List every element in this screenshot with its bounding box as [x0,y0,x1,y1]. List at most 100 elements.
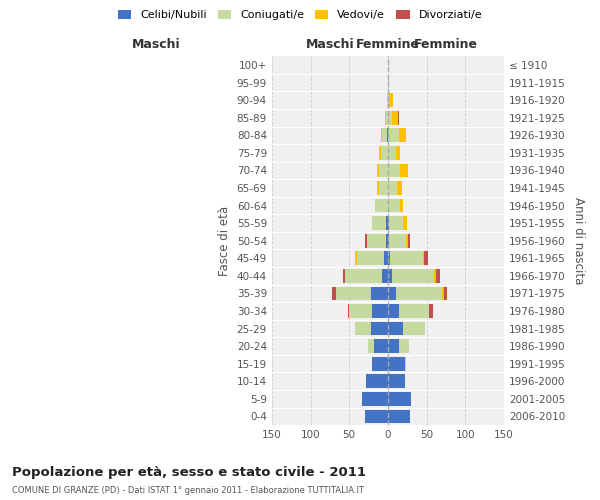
Bar [388,286,442,300]
Bar [388,234,389,247]
Bar [362,392,388,406]
Bar [362,392,388,406]
Bar [388,234,406,247]
Bar [382,269,388,282]
Bar [388,94,389,107]
Bar [365,410,388,423]
Bar [355,322,388,336]
Bar [376,198,388,212]
Bar [373,304,388,318]
Bar [332,286,388,300]
Bar [388,128,406,142]
Bar [388,339,400,353]
Bar [388,410,410,423]
Bar [388,304,400,318]
Bar [388,304,433,318]
Bar [362,392,388,406]
Text: Maschi: Maschi [305,38,354,51]
Bar [386,111,388,124]
Text: Femmine: Femmine [414,38,478,51]
Bar [388,286,446,300]
Bar [355,252,388,265]
Bar [388,252,428,265]
Bar [388,392,411,406]
Bar [388,322,425,336]
Bar [388,357,406,370]
Bar [368,339,388,353]
Bar [388,269,434,282]
Bar [388,146,395,160]
Bar [388,198,403,212]
Bar [388,252,422,265]
Bar [377,181,388,195]
Bar [388,269,392,282]
Bar [336,286,388,300]
Bar [377,164,388,177]
Bar [379,146,388,160]
Bar [388,322,425,336]
Bar [388,410,410,423]
Bar [365,410,388,423]
Bar [377,164,388,177]
Legend: Celibi/Nubili, Coniugati/e, Vedovi/e, Divorziati/e: Celibi/Nubili, Coniugati/e, Vedovi/e, Di… [113,6,487,25]
Bar [388,128,406,142]
Bar [388,76,389,90]
Bar [388,252,390,265]
Text: COMUNE DI GRANZE (PD) - Dati ISTAT 1° gennaio 2011 - Elaborazione TUTTITALIA.IT: COMUNE DI GRANZE (PD) - Dati ISTAT 1° ge… [12,486,364,495]
Bar [388,198,403,212]
Bar [388,216,389,230]
Bar [375,198,388,212]
Bar [368,339,388,353]
Bar [366,374,388,388]
Bar [373,216,388,230]
Bar [349,304,388,318]
Bar [365,410,388,423]
Bar [365,234,388,247]
Bar [388,374,405,388]
Bar [388,322,425,336]
Bar [388,392,411,406]
Bar [385,111,388,124]
Bar [367,234,388,247]
Bar [371,286,388,300]
Bar [336,286,388,300]
Text: Maschi: Maschi [131,38,180,51]
Bar [373,357,388,370]
Bar [388,76,389,90]
Bar [388,164,408,177]
Bar [346,269,388,282]
Bar [387,128,388,142]
Bar [368,339,388,353]
Bar [381,146,388,160]
Bar [388,357,405,370]
Bar [388,322,403,336]
Bar [388,76,389,90]
Bar [388,286,445,300]
Bar [388,374,405,388]
Bar [376,198,388,212]
Bar [388,111,398,124]
Bar [388,339,409,353]
Bar [388,216,403,230]
Bar [388,164,400,177]
Bar [388,304,429,318]
Bar [388,269,440,282]
Bar [388,252,424,265]
Bar [388,286,395,300]
Bar [388,216,407,230]
Bar [366,374,388,388]
Bar [366,374,388,388]
Bar [388,410,410,423]
Bar [388,94,392,107]
Bar [388,339,409,353]
Bar [388,181,402,195]
Bar [388,374,405,388]
Bar [355,322,388,336]
Bar [387,94,388,107]
Bar [377,181,388,195]
Bar [388,234,408,247]
Bar [355,322,388,336]
Bar [388,146,400,160]
Bar [343,269,388,282]
Bar [379,146,388,160]
